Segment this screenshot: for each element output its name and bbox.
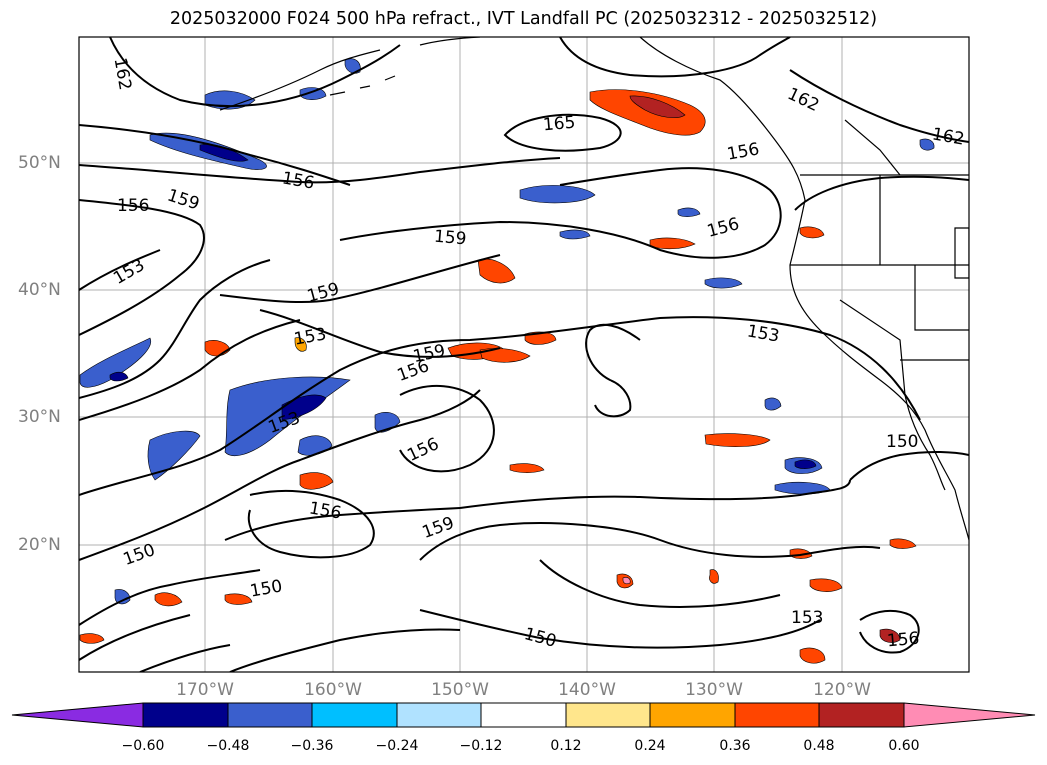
lat-label-30n: 30°N — [18, 407, 61, 427]
map-title: 2025032000 F024 500 hPa refract., IVT La… — [169, 9, 878, 29]
coastlines — [219, 37, 969, 541]
positive-ivt-shading — [79, 89, 917, 664]
map-frame — [78, 36, 970, 673]
negative-ivt-shading — [79, 58, 935, 605]
colorbar-tick: −0.60 — [121, 738, 165, 754]
colorbar-tick: −0.12 — [459, 738, 503, 754]
colorbar-tick: −0.48 — [206, 738, 250, 754]
colorbar — [11, 702, 1036, 728]
contour-label: 153 — [791, 608, 824, 628]
lat-label-20n: 20°N — [18, 535, 61, 555]
colorbar-tick: −0.24 — [375, 738, 419, 754]
colorbar-tick: −0.36 — [290, 738, 334, 754]
colorbar-tick: 0.24 — [634, 738, 666, 754]
contour-label: 150 — [886, 432, 919, 452]
lon-label-150w: 150°W — [431, 680, 489, 700]
colorbar-tick: 0.36 — [719, 738, 751, 754]
lon-label-120w: 120°W — [813, 680, 871, 700]
contour-label: 159 — [433, 226, 468, 250]
contour-label: 156 — [886, 628, 921, 652]
graticule — [79, 37, 969, 672]
lon-label-140w: 140°W — [558, 680, 616, 700]
colorbar-tick: 0.48 — [803, 738, 835, 754]
lon-label-130w: 130°W — [685, 680, 743, 700]
lon-label-160w: 160°W — [304, 680, 362, 700]
colorbar-tick: 0.12 — [550, 738, 582, 754]
lon-label-170w: 170°W — [176, 680, 234, 700]
contour-label: 156 — [117, 196, 150, 216]
lat-label-50n: 50°N — [18, 153, 61, 173]
lat-label-40n: 40°N — [18, 280, 61, 300]
refractivity-contours — [79, 37, 969, 672]
colorbar-tick: 0.60 — [888, 738, 920, 754]
contour-label: 165 — [542, 112, 577, 136]
